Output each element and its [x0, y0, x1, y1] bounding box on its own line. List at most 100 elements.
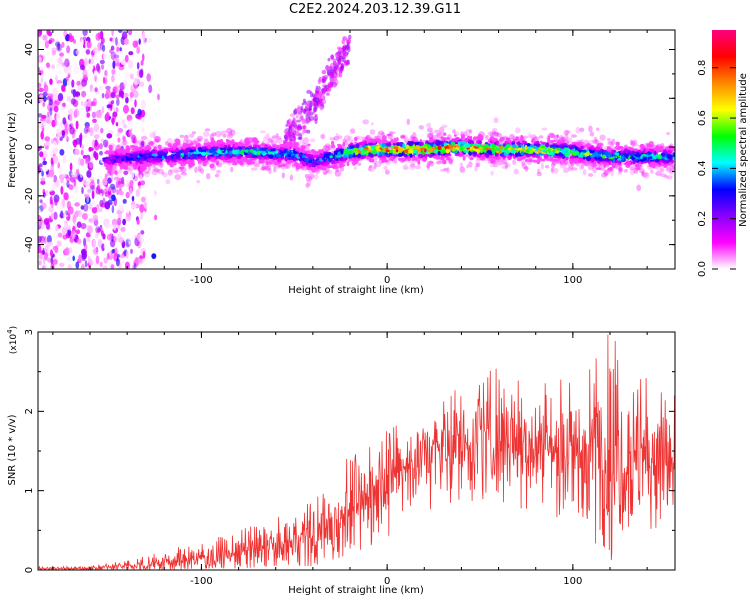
noise-mark [93, 134, 100, 140]
halo-mark [117, 169, 123, 173]
noise-mark [45, 190, 49, 197]
noise-mark [98, 85, 104, 91]
noise-mark [88, 202, 93, 211]
halo-mark [666, 166, 671, 170]
band-mark [672, 156, 675, 160]
noise-mark [115, 122, 119, 127]
halo-mark [111, 165, 117, 171]
noise-mark [62, 102, 66, 108]
band-mark [460, 136, 464, 142]
noise-mark [85, 125, 90, 130]
noise-mark [40, 180, 46, 185]
noise-mark [39, 235, 45, 243]
halo-mark [541, 127, 548, 131]
band-mark [511, 153, 515, 156]
noise-mark [62, 154, 67, 162]
band-mark [130, 144, 135, 148]
noise-mark [58, 205, 62, 212]
noise-mark [91, 101, 96, 107]
noise-mark [96, 178, 100, 185]
noise-mark [118, 30, 123, 33]
band-mark [220, 143, 225, 148]
noise-mark [46, 30, 51, 36]
halo-mark [404, 163, 408, 170]
band-mark [428, 138, 434, 143]
noise-mark [116, 46, 120, 52]
halo-mark [404, 166, 410, 170]
noise-mark [106, 133, 113, 139]
halo-mark [264, 165, 271, 171]
noise-mark [68, 247, 73, 254]
halo-mark [144, 170, 150, 175]
tail-mark [314, 102, 319, 107]
noise-mark [100, 127, 104, 134]
halo-mark [153, 167, 159, 173]
halo-mark [512, 159, 516, 165]
noise-mark [81, 90, 87, 98]
halo-mark [666, 175, 673, 180]
halo-mark [536, 168, 541, 174]
noise-mark [82, 178, 88, 186]
band-mark [354, 136, 358, 142]
halo-mark [140, 140, 146, 148]
noise-mark [131, 195, 135, 202]
halo-mark [157, 168, 165, 174]
tail-mark [294, 108, 298, 115]
band-mark [324, 153, 330, 157]
band-mark [231, 162, 238, 166]
band-mark [520, 151, 525, 156]
band-mark [477, 134, 483, 138]
halo-mark [441, 124, 448, 129]
noise-mark [129, 91, 134, 98]
band-mark [496, 155, 502, 160]
band-mark [227, 160, 232, 164]
halo-mark [641, 172, 648, 178]
noise-mark [92, 247, 99, 255]
noise-mark [111, 100, 115, 105]
halo-mark [668, 168, 674, 175]
halo-mark [162, 172, 168, 178]
noise-mark [154, 190, 157, 196]
halo-mark [498, 160, 506, 165]
band-mark [157, 144, 162, 150]
band-mark [226, 139, 231, 144]
tail-mark [306, 129, 311, 134]
band-mark [520, 135, 524, 140]
tail-mark [342, 51, 346, 57]
band-mark [606, 162, 610, 166]
tail-mark [332, 58, 337, 63]
noise-mark [134, 99, 137, 108]
halo-mark [192, 140, 199, 145]
noise-mark [63, 222, 68, 229]
band-mark [300, 145, 306, 151]
noise-mark [39, 30, 43, 36]
noise-mark [136, 219, 140, 225]
noise-mark [124, 38, 129, 45]
noise-mark [105, 85, 111, 90]
band-mark [654, 158, 660, 163]
noise-mark [146, 73, 151, 82]
noise-mark [125, 96, 129, 104]
halo-mark [206, 173, 211, 180]
band-mark [419, 147, 425, 151]
halo-mark [590, 163, 597, 167]
noise-mark [88, 218, 94, 223]
band-mark [618, 167, 622, 172]
halo-mark [633, 169, 639, 174]
band-mark [395, 149, 399, 153]
noise-mark [95, 255, 100, 265]
noise-mark [108, 187, 112, 192]
tail-mark [342, 45, 347, 51]
halo-mark [571, 134, 577, 138]
halo-mark [566, 130, 571, 134]
halo-mark [361, 136, 367, 141]
band-mark [571, 145, 575, 150]
halo-mark [592, 166, 598, 174]
noise-mark [42, 191, 46, 198]
band-mark [163, 148, 168, 152]
band-mark [155, 159, 161, 163]
halo-mark [154, 136, 162, 143]
band-mark [149, 141, 154, 146]
noise-mark [91, 203, 97, 208]
band-mark [108, 144, 113, 150]
